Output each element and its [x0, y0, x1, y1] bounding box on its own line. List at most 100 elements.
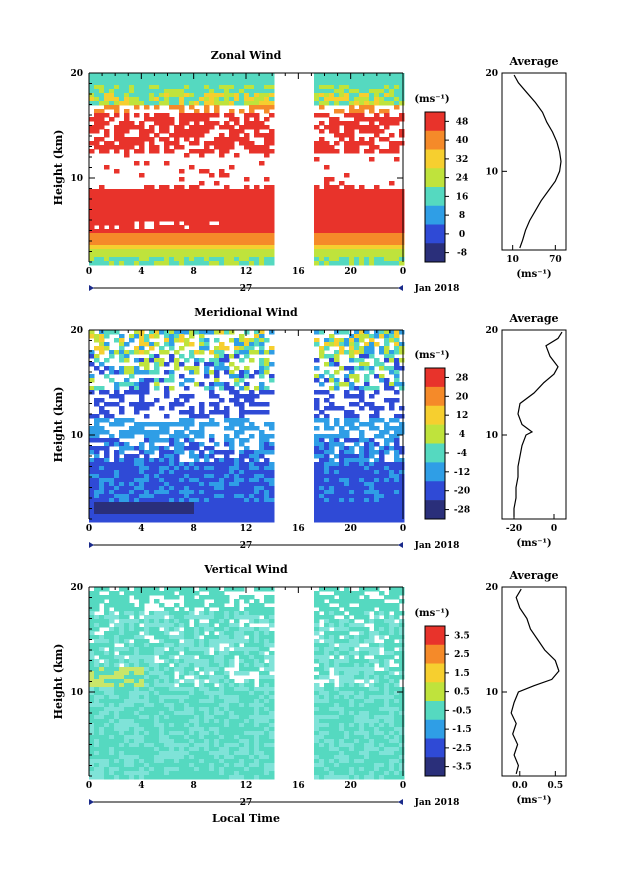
heatmap-cell: [394, 149, 400, 154]
heatmap-cell: [344, 145, 350, 150]
heatmap-cell: [104, 735, 110, 740]
heatmap-cell: [204, 217, 210, 222]
heatmap-cell: [114, 197, 120, 202]
heatmap-cell: [329, 374, 335, 379]
heatmap-cell: [159, 330, 165, 335]
heatmap-cell: [94, 257, 100, 262]
heatmap-cell: [89, 615, 95, 620]
heatmap-cell: [244, 510, 250, 515]
heatmap-cell: [164, 627, 170, 632]
heatmap-cell: [314, 338, 320, 343]
heatmap-cell: [204, 659, 210, 664]
heatmap-cell: [174, 366, 180, 371]
heatmap-cell: [384, 334, 390, 339]
heatmap-cell: [384, 205, 390, 210]
heatmap-cell: [374, 342, 380, 347]
heatmap-cell: [124, 458, 130, 463]
heatmap-cell: [244, 330, 250, 335]
heatmap-cell: [329, 149, 335, 154]
heatmap-cell: [334, 141, 340, 146]
heatmap-cell: [154, 446, 160, 451]
heatmap-cell: [124, 201, 130, 206]
heatmap-cell: [344, 197, 350, 202]
heatmap-cell: [144, 197, 150, 202]
heatmap-cell: [319, 261, 325, 266]
heatmap-cell: [219, 330, 225, 335]
heatmap-cell: [399, 426, 405, 431]
heatmap-cell: [119, 77, 125, 82]
heatmap-cell: [119, 394, 125, 399]
heatmap-cell: [319, 197, 325, 202]
heatmap-cell: [109, 699, 115, 704]
heatmap-cell: [124, 631, 130, 636]
heatmap-cell: [214, 249, 220, 254]
heatmap-cell: [214, 141, 220, 146]
heatmap-cell: [114, 739, 120, 744]
heatmap-cell: [334, 81, 340, 86]
heatmap-cell: [364, 490, 370, 495]
heatmap-cell: [99, 261, 105, 266]
heatmap-cell: [364, 93, 370, 98]
x-tick-label: 8: [191, 267, 197, 277]
heatmap-cell: [109, 599, 115, 604]
heatmap-cell: [154, 105, 160, 110]
heatmap-cell: [159, 747, 165, 752]
heatmap-cell: [269, 253, 275, 258]
heatmap-cell: [239, 125, 245, 130]
heatmap-cell: [339, 137, 345, 142]
heatmap-cell: [119, 133, 125, 138]
heatmap-cell: [379, 89, 385, 94]
heatmap-cell: [159, 209, 165, 214]
heatmap-cell: [214, 241, 220, 246]
heatmap-cell: [234, 73, 240, 78]
heatmap-cell: [89, 671, 95, 676]
heatmap-cell: [359, 462, 365, 467]
heatmap-cell: [104, 213, 110, 218]
heatmap-cell: [154, 197, 160, 202]
heatmap-cell: [209, 245, 215, 250]
heatmap-cell: [364, 221, 370, 226]
heatmap-cell: [89, 647, 95, 652]
heatmap-cell: [109, 422, 115, 427]
heatmap-cell: [104, 715, 110, 720]
heatmap-cell: [124, 607, 130, 612]
heatmap-cell: [269, 362, 275, 367]
heatmap-cell: [119, 751, 125, 756]
heatmap-cell: [349, 370, 355, 375]
heatmap-cell: [334, 454, 340, 459]
heatmap-cell: [169, 607, 175, 612]
heatmap-cell: [99, 615, 105, 620]
heatmap-cell: [379, 213, 385, 218]
heatmap-cell: [94, 137, 100, 142]
heatmap-cell: [384, 229, 390, 234]
heatmap-cell: [184, 767, 190, 772]
heatmap-cell: [349, 253, 355, 258]
heatmap-cell: [384, 446, 390, 451]
heatmap-cell: [259, 89, 265, 94]
heatmap-cell: [214, 101, 220, 106]
heatmap-cell: [144, 671, 150, 676]
heatmap-cell: [359, 225, 365, 230]
heatmap-cell: [209, 386, 215, 391]
heatmap-cell: [344, 261, 350, 266]
heatmap-cell: [329, 189, 335, 194]
heatmap-cell: [344, 141, 350, 146]
heatmap-cell: [244, 229, 250, 234]
data-gap: [277, 73, 311, 262]
heatmap-cell: [144, 494, 150, 499]
heatmap-cell: [124, 109, 130, 114]
heatmap-cell: [234, 366, 240, 371]
heatmap-cell: [249, 478, 255, 483]
heatmap-cell: [184, 671, 190, 676]
heatmap-cell: [349, 386, 355, 391]
heatmap-cell: [129, 727, 135, 732]
heatmap-cell: [114, 518, 120, 523]
heatmap-cell: [269, 442, 275, 447]
heatmap-cell: [119, 735, 125, 740]
heatmap-cell: [134, 209, 140, 214]
heatmap-cell: [154, 330, 160, 335]
heatmap-cell: [324, 510, 330, 515]
heatmap-cell: [94, 623, 100, 628]
heatmap-cell: [249, 486, 255, 491]
heatmap-cell: [139, 390, 145, 395]
